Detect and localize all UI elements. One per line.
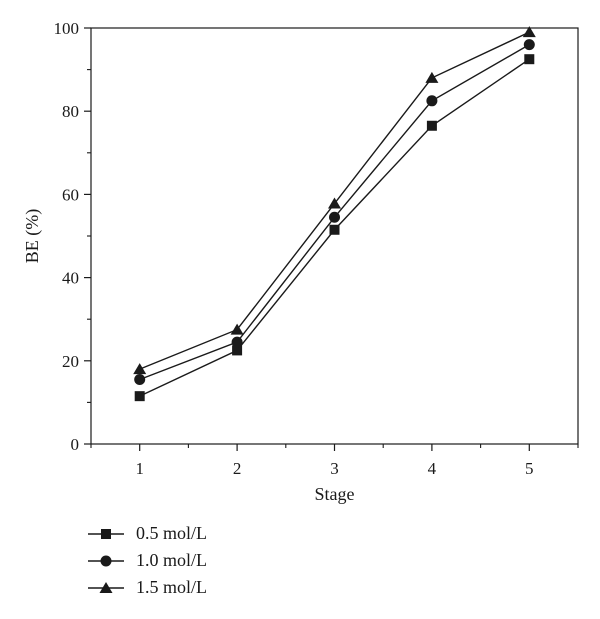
legend-label: 1.0 mol/L (136, 550, 207, 570)
data-point-square (134, 391, 145, 402)
x-axis-ticks: 1 2 3 4 5 (90, 444, 579, 478)
data-point-triangle (328, 197, 341, 209)
data-point-square (524, 54, 535, 65)
legend-item-0: 0.5 mol/L (88, 520, 207, 547)
legend-label: 0.5 mol/L (136, 523, 207, 543)
x-tick-label: 4 (428, 459, 437, 478)
data-point-triangle (522, 26, 536, 38)
x-tick-label: 1 (135, 459, 144, 478)
y-tick-label: 20 (62, 352, 79, 371)
legend-swatch-square (88, 528, 124, 539)
y-tick-label: 60 (62, 185, 79, 204)
legend-swatch-circle (88, 555, 124, 566)
data-point-circle (231, 336, 243, 348)
legend: 0.5 mol/L 1.0 mol/L 1.5 mol/L (88, 520, 207, 601)
data-point-circle (134, 374, 146, 386)
data-point-circle (329, 211, 340, 223)
data-point-triangle (425, 71, 439, 83)
y-axis-title: BE (%) (22, 209, 43, 263)
data-point-triangle (230, 323, 244, 335)
series-layer (133, 26, 536, 402)
legend-label: 1.5 mol/L (136, 577, 207, 597)
legend-item-2: 1.5 mol/L (88, 574, 207, 601)
data-point-square (329, 224, 340, 235)
data-point-square (232, 345, 243, 356)
y-tick-label: 80 (62, 102, 79, 121)
x-tick-label: 5 (525, 459, 534, 478)
y-tick-label: 0 (71, 435, 80, 454)
y-axis-ticks: 0 20 40 60 80 100 (54, 19, 91, 454)
x-tick-label: 2 (233, 459, 242, 478)
y-tick-label: 100 (54, 19, 80, 38)
plot-frame (90, 27, 579, 445)
x-axis-title: Stage (315, 484, 355, 504)
x-tick-label: 3 (330, 459, 339, 478)
data-point-triangle (133, 363, 147, 375)
data-point-circle (426, 95, 438, 107)
legend-swatch-triangle (88, 581, 124, 593)
data-point-circle (523, 39, 535, 51)
y-tick-label: 40 (62, 269, 79, 288)
legend-item-1: 1.0 mol/L (88, 547, 207, 574)
data-point-square (426, 120, 437, 131)
